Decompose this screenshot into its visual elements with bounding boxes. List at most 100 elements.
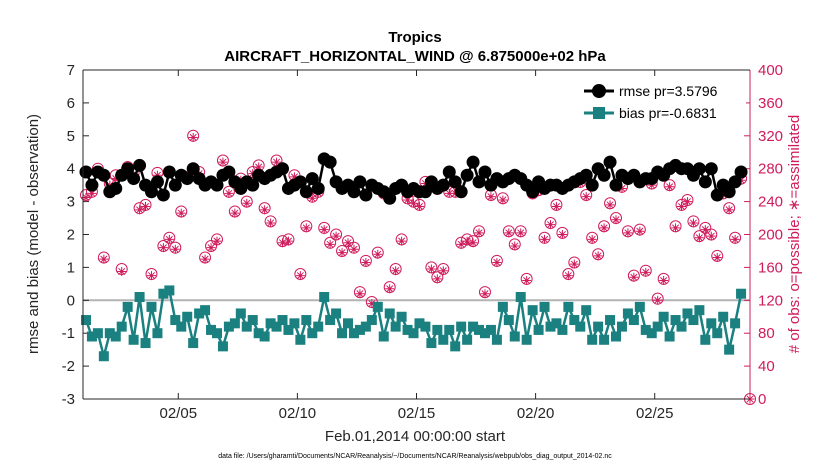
obs-assimilated-point [659, 276, 669, 286]
bias-point [116, 321, 127, 332]
obs-assimilated-point [176, 208, 186, 218]
obs-assimilated-point [111, 174, 121, 184]
bias-series [80, 285, 747, 362]
rmse-point [597, 168, 611, 182]
bias-point [86, 331, 97, 342]
obs-assimilated-point [617, 183, 627, 193]
bias-point [360, 321, 371, 332]
bias-point [247, 315, 258, 326]
bias-point [164, 285, 175, 296]
obs-assimilated-point [242, 198, 252, 208]
y-tick-label-right: 280 [758, 161, 783, 178]
bias-point [122, 301, 133, 312]
obs-assimilated-point [260, 205, 270, 215]
rmse-point [150, 175, 164, 189]
obs-assimilated-point [510, 241, 520, 251]
y-tick-label-right: 240 [758, 194, 783, 211]
obs-assimilated-point [438, 266, 448, 276]
legend: rmse pr=3.5796 bias pr=-0.6831 [582, 79, 746, 125]
y-tick-label-left: 4 [67, 161, 75, 178]
y-tick-label-right: 80 [758, 325, 775, 342]
bias-point [670, 315, 681, 326]
obs-assimilated-point [254, 162, 264, 172]
obs-assimilated-point [569, 259, 579, 269]
y-axis-label-left: rmse and bias (model - observation) [25, 114, 42, 354]
bias-point [545, 321, 556, 332]
rmse-point [180, 172, 194, 186]
bias-point [682, 308, 693, 319]
bias-point [420, 321, 431, 332]
obs-assimilated-point [301, 223, 311, 233]
bias-point [170, 315, 181, 326]
bias-point [700, 334, 711, 345]
bias-point [259, 331, 270, 342]
rmse-point [210, 178, 224, 192]
bias-point [426, 338, 437, 349]
bias-point [736, 288, 747, 299]
bias-point [241, 321, 252, 332]
bias-point [581, 305, 592, 316]
bias-point [271, 321, 282, 332]
bias-point [390, 321, 401, 332]
bias-point [158, 288, 169, 299]
obs-assimilated-point [355, 289, 365, 299]
rmse-point [454, 185, 468, 199]
bias-point [664, 331, 675, 342]
obs-assimilated-point [671, 223, 681, 233]
rmse-point [311, 181, 325, 195]
bias-point [80, 315, 91, 326]
bias-point [229, 318, 240, 329]
rmse-point [323, 155, 337, 169]
obs-assimilated-point [593, 251, 603, 261]
legend-rmse-marker [592, 84, 606, 98]
rmse-point [222, 165, 236, 179]
rmse-point [722, 185, 736, 199]
obs-assimilated-point [343, 238, 353, 248]
rmse-point [698, 175, 712, 189]
rmse-point [168, 178, 182, 192]
obs-assimilated-point [474, 228, 484, 238]
obs-assimilated-point [409, 198, 419, 208]
bias-point [354, 324, 365, 335]
bias-point [658, 311, 669, 322]
obs-assimilated-point [587, 234, 597, 244]
obs-assimilated-point [325, 239, 335, 249]
obs-assimilated-point [170, 244, 180, 254]
bias-point [343, 318, 354, 329]
rmse-point [121, 162, 135, 176]
obs-assimilated-point [426, 264, 436, 274]
bias-point [468, 321, 479, 332]
bias-point [104, 328, 115, 339]
bias-point [676, 321, 687, 332]
bias-point [622, 308, 633, 319]
bias-point [587, 334, 598, 345]
bias-point [706, 318, 717, 329]
rmse-point [603, 155, 617, 169]
obs-assimilated-point [730, 234, 740, 244]
bias-point [206, 324, 217, 335]
bias-point [110, 331, 121, 342]
bias-point [634, 301, 645, 312]
obs-assimilated-point [218, 157, 228, 167]
bias-point [533, 324, 544, 335]
bias-point [200, 305, 211, 316]
bias-point [98, 351, 109, 362]
obs-assimilated-point [724, 205, 734, 215]
rmse-point [186, 162, 200, 176]
legend-bias-label: bias pr=-0.6831 [619, 105, 717, 121]
obs-assimilated-point [611, 215, 621, 225]
obs-assimilated-point [397, 236, 407, 246]
rmse-point [526, 185, 540, 199]
chart-title: Tropics [388, 29, 441, 46]
obs-assimilated-point [456, 239, 466, 249]
bias-point [694, 305, 705, 316]
x-tick-label: 02/05 [160, 405, 198, 422]
bias-point [521, 334, 532, 345]
obs-assimilated-point [266, 218, 276, 228]
rmse-point [144, 185, 158, 199]
bias-point [366, 315, 377, 326]
y-tick-label-left: 2 [67, 227, 75, 244]
obs-assimilated-point [629, 272, 639, 282]
obs-assimilated-point [635, 226, 645, 236]
